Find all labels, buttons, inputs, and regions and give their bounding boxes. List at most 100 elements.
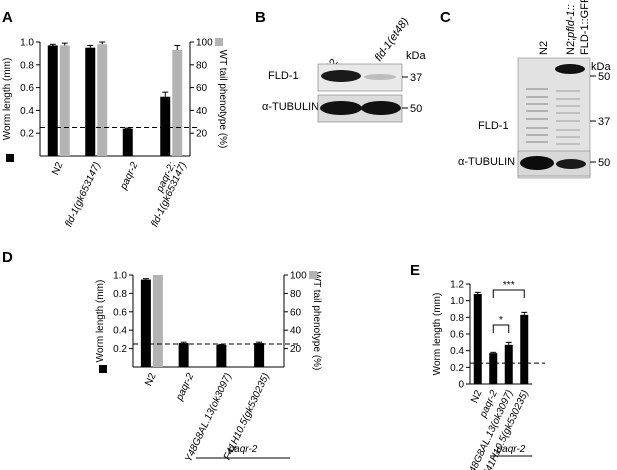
blot-c-smear-band-n2-4 [526, 118, 548, 120]
bar-0-0 [47, 45, 58, 156]
group-label: paqr-2 [228, 444, 258, 455]
y-tick-label: 0.2 [113, 344, 127, 355]
bar-2-0 [122, 128, 133, 156]
y2-tick-label: 20 [290, 344, 302, 355]
blot-c-smear-band-gfp-6 [556, 136, 580, 138]
significance-marker: *** [503, 280, 515, 291]
y-axis-label: Worm length (mm) [432, 293, 443, 376]
category-label-0: N2 [50, 160, 66, 177]
blot-c-smear-band-n2-2 [526, 103, 548, 105]
bar-1-0 [178, 343, 189, 367]
y-legend-swatch [6, 154, 14, 162]
bar-1-0 [489, 353, 498, 384]
y-tick-label: 1.0 [113, 271, 127, 282]
bar-2-0 [216, 344, 227, 367]
bar-0-0 [473, 294, 482, 384]
y-tick-label: 0.4 [113, 326, 127, 337]
y-tick-label: 0.8 [20, 60, 34, 71]
significance-bracket [492, 324, 510, 333]
blot-c-band-gfp [555, 64, 585, 74]
y2-axis-label: WT tail phenotype (%) [217, 50, 228, 149]
blot-c: N2 N2;pfld-1:: FLD-1::GFP kDa FLD-1 50 3… [458, 0, 611, 179]
blot-b-row-tubulin: α-TUBULIN [262, 101, 319, 113]
blot-c-smear-band-gfp-7 [556, 143, 580, 145]
y-tick-label: 0.6 [450, 330, 464, 341]
blot-b-marker-50: 50 [410, 103, 422, 115]
blot-b-row-fld1: FLD-1 [268, 70, 299, 82]
category-label-0: N2 [469, 388, 485, 405]
blot-c-marker-50a: 50 [598, 71, 610, 83]
chart-d: 0.2 0.4 0.6 0.8 1.0 20 40 60 80 100 WT tail phenot… [95, 271, 322, 464]
y2-tick-label: 80 [196, 60, 208, 71]
blot-b-band-fld1-tubulin [361, 101, 401, 115]
bar-3-0 [254, 343, 265, 367]
blot-c-smear-band-n2-0 [526, 88, 548, 90]
blot-b-kda: kDa [406, 50, 426, 62]
blot-c-lane-n2: N2 [538, 41, 550, 55]
category-label-1: fld-1(gk653147) [63, 161, 103, 229]
y2-tick-label: 100 [196, 38, 213, 49]
blot-b: N2 fld-1(et48) kDa FLD-1 α-TUBULIN 37 50 [262, 15, 426, 123]
bar-0-0 [140, 279, 151, 367]
blot-c-smear-band-gfp-0 [556, 90, 580, 92]
y-tick-label: 0.4 [20, 106, 34, 117]
blot-c-smear-band-gfp-1 [556, 98, 580, 100]
y-tick-label: 0.2 [20, 129, 34, 140]
y-tick-label: 1.2 [450, 280, 464, 291]
blot-c-row-fld1: FLD-1 [478, 120, 509, 132]
y-axis-label: Worm length (mm) [2, 58, 13, 141]
bar-3-0 [520, 314, 529, 384]
bar-3-0 [160, 96, 171, 156]
blot-c-row-tubulin: α-TUBULIN [458, 156, 515, 168]
blot-c-kda: kDa [591, 61, 611, 73]
blot-c-smear [526, 88, 580, 145]
blot-b-band-n2-tubulin [320, 101, 362, 115]
category-label-0: N2 [143, 371, 159, 388]
significance-marker: * [499, 315, 503, 326]
category-label-2: paqr-2 [118, 160, 141, 192]
y-tick-label: 0.8 [113, 289, 127, 300]
chart-a: 0.2 0.4 0.6 0.8 1.0 20 40 60 80 100 WT tail phenot… [2, 38, 228, 229]
blot-c-lane-gfp-2: FLD-1::GFP [579, 0, 591, 55]
blot-c-smear-band-n2-6 [526, 134, 548, 136]
blot-c-smear-band-gfp-4 [556, 120, 580, 122]
panel-label-d: D [2, 249, 13, 266]
significance-bracket [492, 289, 525, 298]
blot-c-smear-band-gfp-5 [556, 129, 580, 131]
y-tick-label: 0.6 [113, 307, 127, 318]
y2-axis-label: WT tail phenotype (%) [311, 272, 322, 371]
y-tick-label: 0.8 [450, 313, 464, 324]
y2-legend-swatch [215, 38, 223, 46]
bar-1-1 [97, 44, 108, 156]
y2-tick-label: 60 [196, 83, 208, 94]
blot-c-smear-band-n2-3 [526, 110, 548, 112]
y2-tick-label: 80 [290, 289, 302, 300]
blot-c-band-n2-tubulin [520, 156, 554, 170]
y2-tick-label: 40 [290, 326, 302, 337]
blot-b-band-n2-fld1 [321, 70, 361, 82]
y2-tick-label: 20 [196, 129, 208, 140]
bar-1-0 [85, 47, 96, 157]
y-tick-label: 1.0 [450, 296, 464, 307]
y-tick-label: 0.4 [450, 346, 464, 357]
panel-label-b: B [255, 9, 266, 26]
y2-tick-label: 100 [290, 271, 307, 282]
panel-label-e: E [410, 262, 420, 279]
chart-e: 0 0.2 0.4 0.6 0.8 1.0 1.2 Worm length (mm) N2 paq… [432, 280, 545, 470]
y2-legend-swatch [309, 271, 317, 279]
blot-b-marker-37: 37 [410, 72, 422, 84]
blot-c-marker-37: 37 [598, 116, 610, 128]
blot-c-smear-band-gfp-2 [556, 105, 580, 107]
y-legend-swatch [99, 365, 107, 373]
blot-c-smear-band-n2-1 [526, 96, 548, 98]
panel-label-c: C [440, 9, 451, 26]
blot-c-lane-gfp-1: N2;pfld-1:: [565, 4, 577, 55]
group-label: paqr-2 [496, 444, 526, 455]
y2-tick-label: 60 [290, 307, 302, 318]
blot-c-smear-band-gfp-3 [556, 112, 580, 114]
blot-c-marker-50b: 50 [598, 157, 610, 169]
y-tick-label: 1.0 [20, 38, 34, 49]
panel-label-a: A [2, 9, 13, 26]
y-axis-label: Worm length (mm) [95, 280, 106, 363]
